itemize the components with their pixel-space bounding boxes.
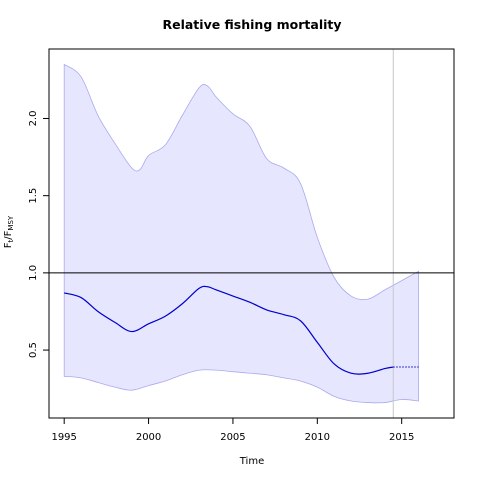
y-label-sub2: MSY xyxy=(7,215,15,230)
x-axis: 1995 2000 2005 2010 2015 xyxy=(51,418,414,443)
plot-area xyxy=(49,49,454,418)
y-axis-label: Ft/FMSY xyxy=(3,215,15,248)
confidence-band xyxy=(63,63,419,404)
plot-frame xyxy=(48,48,455,419)
x-axis-label: Time xyxy=(239,456,264,467)
x-tick-label: 1995 xyxy=(51,432,76,443)
x-tick-label: 2005 xyxy=(220,432,245,443)
x-tick-label: 2010 xyxy=(305,432,330,443)
y-label-base: F xyxy=(3,242,14,248)
y-tick-label: 0.5 xyxy=(28,342,39,358)
y-label-sub: t xyxy=(7,239,15,242)
y-tick-label: 2.0 xyxy=(28,111,39,127)
estimate-line xyxy=(64,285,394,375)
x-tick-label: 2000 xyxy=(136,432,161,443)
y-axis: 0.5 1.0 1.5 2.0 xyxy=(28,111,49,358)
y-label-slash: /F xyxy=(3,230,14,239)
y-tick-label: 1.0 xyxy=(28,265,39,281)
x-tick-label: 2015 xyxy=(389,432,414,443)
chart-title: Relative fishing mortality xyxy=(162,17,341,32)
y-tick-label: 1.5 xyxy=(28,188,39,204)
